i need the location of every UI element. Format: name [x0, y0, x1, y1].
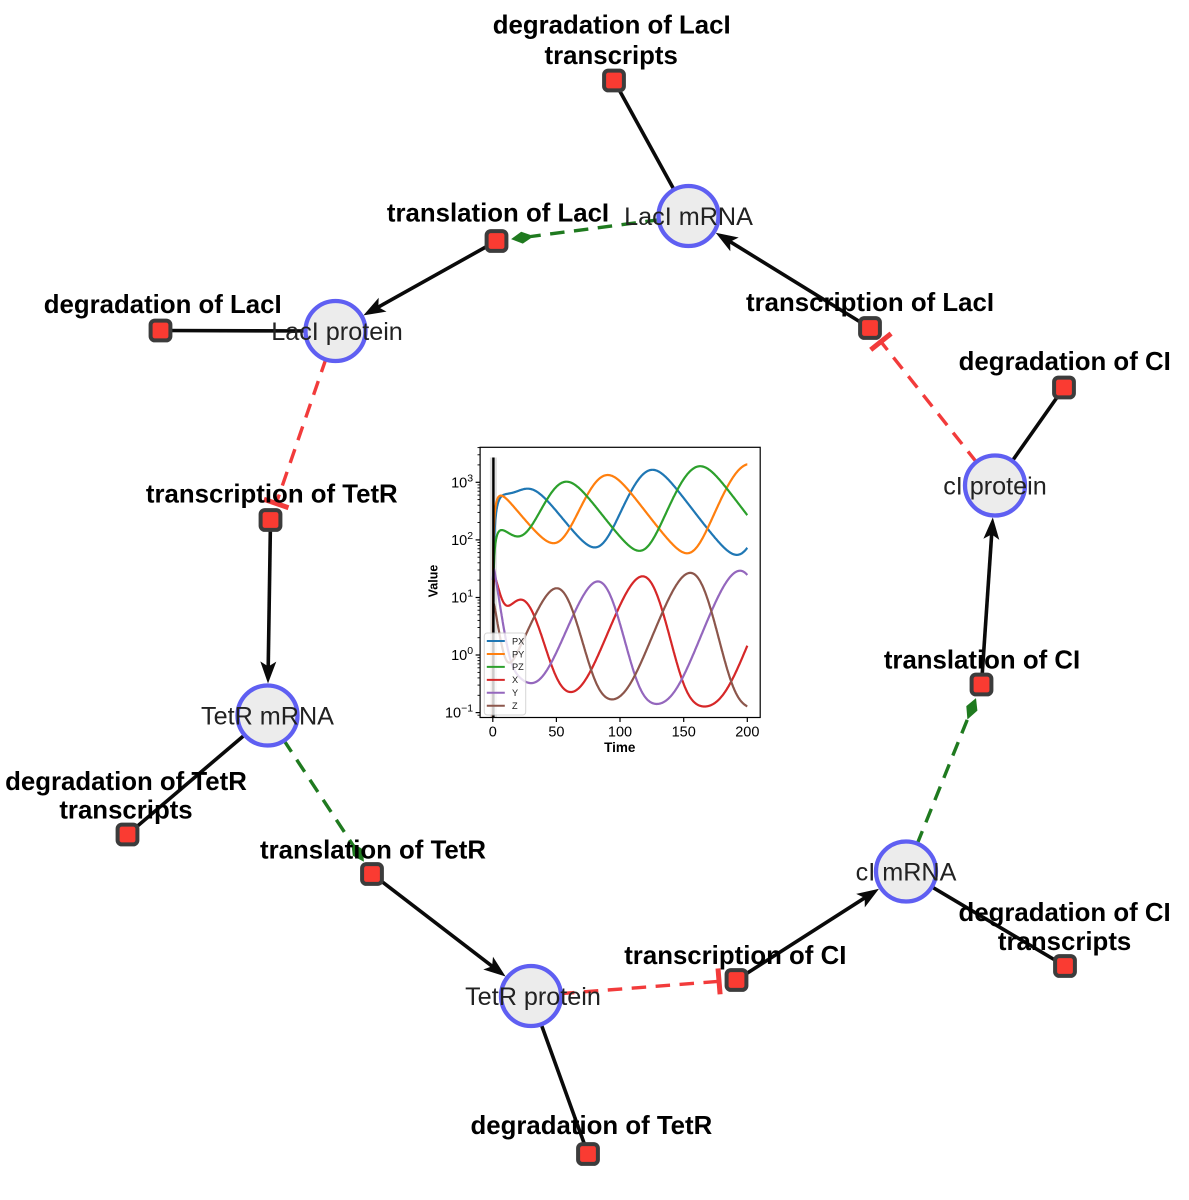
svg-text:102: 102	[451, 530, 473, 549]
svg-text:Y: Y	[512, 688, 518, 698]
svg-text:103: 103	[451, 472, 473, 491]
svg-text:LacI mRNA: LacI mRNA	[624, 203, 753, 231]
svg-text:cI mRNA: cI mRNA	[856, 859, 957, 887]
svg-text:degradation of LacI: degradation of LacI	[493, 12, 731, 40]
svg-text:Z: Z	[512, 701, 518, 711]
svg-text:101: 101	[451, 588, 473, 607]
svg-text:degradation of LacI: degradation of LacI	[44, 291, 282, 319]
svg-text:transcription of LacI: transcription of LacI	[746, 289, 994, 317]
svg-text:transcription of CI: transcription of CI	[624, 942, 846, 970]
svg-text:translation of CI: translation of CI	[884, 647, 1080, 675]
svg-text:degradation of CI: degradation of CI	[959, 348, 1171, 376]
svg-text:10−1: 10−1	[445, 703, 473, 722]
svg-text:translation of TetR: translation of TetR	[260, 837, 486, 865]
svg-text:transcripts: transcripts	[545, 42, 678, 70]
svg-text:translation of LacI: translation of LacI	[387, 200, 609, 228]
svg-text:degradation of CI: degradation of CI	[959, 899, 1171, 927]
svg-text:150: 150	[672, 725, 696, 741]
svg-text:Time: Time	[604, 740, 636, 755]
svg-text:cI protein: cI protein	[943, 473, 1047, 501]
svg-text:TetR protein: TetR protein	[465, 983, 601, 1011]
svg-text:degradation of TetR: degradation of TetR	[471, 1112, 713, 1140]
svg-text:PX: PX	[512, 636, 524, 646]
svg-text:transcripts: transcripts	[998, 928, 1131, 956]
svg-text:TetR mRNA: TetR mRNA	[201, 703, 334, 731]
svg-text:X: X	[512, 675, 518, 685]
svg-text:50: 50	[548, 725, 564, 741]
svg-text:PZ: PZ	[512, 662, 524, 672]
svg-text:0: 0	[489, 725, 497, 741]
svg-text:100: 100	[451, 645, 473, 664]
svg-text:transcription of TetR: transcription of TetR	[146, 481, 398, 509]
svg-text:transcripts: transcripts	[59, 797, 192, 825]
svg-text:degradation of TetR: degradation of TetR	[5, 768, 247, 796]
svg-text:100: 100	[608, 725, 632, 741]
svg-text:PY: PY	[512, 649, 524, 659]
svg-text:LacI protein: LacI protein	[271, 318, 403, 346]
svg-text:Value: Value	[427, 565, 441, 598]
svg-text:200: 200	[735, 725, 759, 741]
